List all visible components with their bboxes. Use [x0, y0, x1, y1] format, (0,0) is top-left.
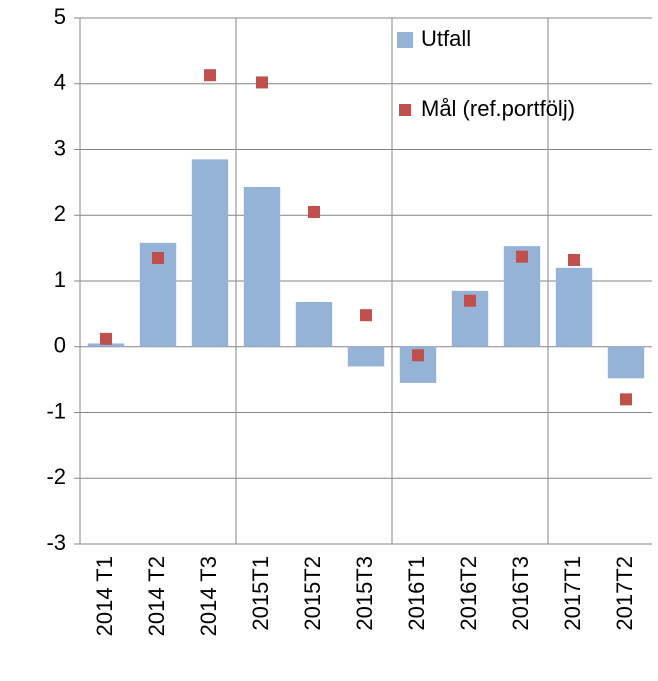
- x-tick-label: 2016T2: [456, 556, 481, 631]
- y-tick-label: -3: [46, 530, 66, 555]
- y-tick-label: -1: [46, 398, 66, 423]
- legend-label: Mål (ref.portfölj): [421, 96, 575, 121]
- y-tick-label: 4: [54, 70, 66, 95]
- marker: [256, 76, 268, 89]
- marker: [568, 253, 580, 266]
- y-tick-label: 5: [54, 4, 66, 29]
- y-tick-label: 3: [54, 135, 66, 160]
- x-tick-label: 2015T3: [352, 556, 377, 631]
- bar: [607, 346, 645, 379]
- legend-swatch: [397, 32, 413, 48]
- legend-label: Utfall: [421, 26, 471, 51]
- bar: [87, 343, 125, 347]
- marker: [620, 393, 632, 406]
- x-tick-label: 2014 T2: [144, 556, 169, 636]
- bar: [295, 302, 333, 347]
- y-tick-label: 1: [54, 267, 66, 292]
- marker: [308, 205, 320, 218]
- bar: [191, 159, 229, 347]
- marker: [204, 69, 216, 82]
- marker: [360, 309, 372, 322]
- bar: [503, 246, 541, 347]
- marker: [516, 250, 528, 263]
- x-tick-label: 2016T1: [404, 556, 429, 631]
- x-tick-label: 2015T2: [300, 556, 325, 631]
- bar: [555, 267, 593, 347]
- x-tick-label: 2014 T3: [196, 556, 221, 636]
- marker: [152, 251, 164, 264]
- y-tick-label: -2: [46, 464, 66, 489]
- x-tick-label: 2014 T1: [92, 556, 117, 636]
- x-tick-label: 2017T2: [612, 556, 637, 631]
- marker: [412, 349, 424, 362]
- bar: [347, 346, 385, 367]
- marker: [464, 294, 476, 307]
- x-tick-label: 2017T1: [560, 556, 585, 631]
- marker: [100, 332, 112, 345]
- bar: [243, 186, 281, 347]
- x-tick-label: 2016T3: [508, 556, 533, 631]
- y-tick-label: 2: [54, 201, 66, 226]
- legend-swatch: [399, 104, 411, 116]
- x-tick-label: 2015T1: [248, 556, 273, 631]
- y-tick-label: 0: [54, 333, 66, 358]
